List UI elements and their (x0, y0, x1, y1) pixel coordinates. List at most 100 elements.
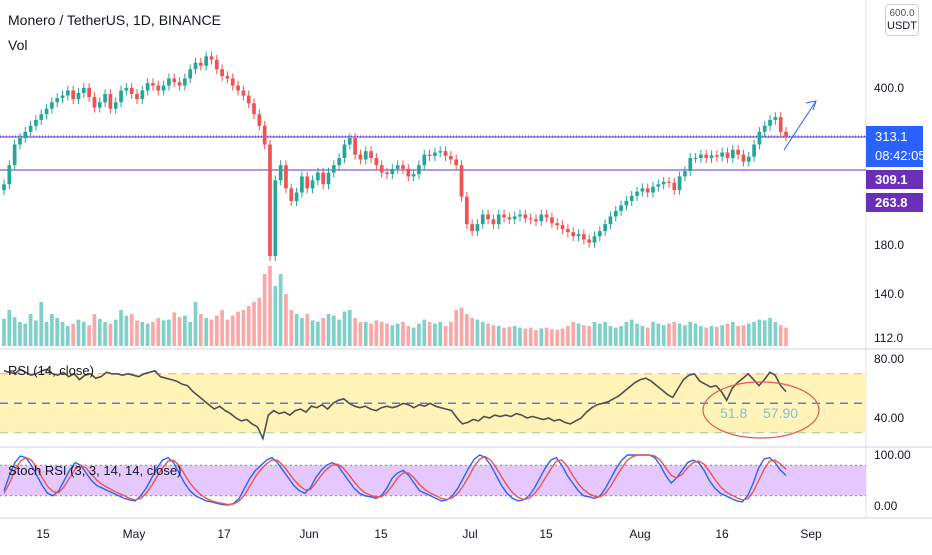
x-tick-label: May (123, 527, 146, 541)
volume-bar (230, 315, 235, 346)
volume-bar (385, 323, 389, 346)
candle-body (778, 117, 783, 132)
candle-body (640, 188, 645, 192)
volume-bar (55, 318, 60, 346)
candle-body (757, 131, 762, 145)
candle-body (71, 90, 76, 100)
volume-bar (76, 319, 81, 346)
volume-bar (246, 306, 251, 346)
candle-body (284, 165, 288, 189)
rsi-y-tick-label: 40.00 (874, 411, 904, 425)
volume-bar (406, 326, 411, 346)
volume-bar (177, 317, 182, 346)
rsi-label[interactable]: RSI (14, close) (8, 363, 94, 378)
volume-bar (417, 323, 421, 346)
candle-body (528, 218, 533, 220)
candle-body (92, 97, 97, 108)
candle-body (230, 78, 235, 86)
candle-body (145, 83, 150, 91)
candle-body (81, 88, 86, 93)
volume-bar (544, 327, 549, 346)
volume-bar (363, 322, 368, 346)
candle-body (55, 98, 60, 103)
volume-bar (236, 311, 240, 346)
volume-bar (741, 325, 746, 346)
volume-bar (204, 318, 208, 346)
candle-body (374, 158, 379, 166)
volume-bar (534, 330, 538, 346)
volume-bar (672, 322, 677, 346)
candle-body (193, 62, 198, 70)
candle-body (597, 231, 602, 237)
currency-badge[interactable]: 600.0 USDT (885, 4, 919, 36)
volume-bar (449, 322, 453, 346)
volume-bar (443, 326, 448, 346)
volume-bar (613, 327, 618, 346)
candle-body (480, 214, 485, 225)
candle-body (560, 225, 565, 230)
volume-bar (151, 322, 155, 346)
volume-bar (326, 314, 331, 346)
candle-body (60, 95, 65, 99)
volume-bar (220, 310, 224, 346)
volume-bar (438, 322, 443, 346)
volume-bar (379, 322, 384, 346)
candle-body (624, 200, 629, 206)
stoch-y-tick-label: 100.00 (874, 448, 911, 462)
candle-body (268, 144, 272, 257)
stoch-rsi-label[interactable]: Stoch RSI (3, 3, 14, 14, close) (8, 463, 182, 478)
candle-body (645, 188, 650, 193)
candle-body (433, 152, 437, 156)
volume-bar (369, 323, 373, 346)
volume-bar (395, 323, 400, 346)
candle-body (454, 159, 459, 166)
volume-bar (566, 326, 570, 346)
volume-bar (347, 310, 352, 346)
volume-bar (454, 310, 459, 346)
volume-bar (342, 311, 347, 346)
volume-bar (81, 322, 86, 346)
volume-bar (645, 327, 650, 346)
candle-body (241, 90, 246, 96)
x-tick-label: Jun (299, 527, 318, 541)
bar-countdown: 08:42:05 (875, 148, 926, 163)
volume-bar (257, 298, 262, 346)
volume-label: Vol (8, 37, 28, 53)
candle-body (321, 172, 326, 185)
candle-body (12, 144, 17, 166)
volume-bar (278, 274, 283, 346)
volume-bar (635, 323, 639, 346)
candle-body (603, 224, 607, 232)
candle-body (97, 102, 102, 108)
x-tick-label: Sep (800, 527, 822, 541)
volume-bar (619, 326, 623, 346)
candle-body (512, 216, 517, 220)
volume-bar (390, 325, 395, 346)
volume-bar (512, 326, 517, 346)
rsi-annotation-value-b: 57.90 (763, 405, 798, 421)
volume-bar (87, 325, 91, 346)
volume-bar (353, 318, 357, 346)
volume-bar (60, 322, 65, 346)
volume-bar (12, 317, 17, 346)
candle-body (300, 176, 304, 193)
candle-body (417, 165, 421, 175)
volume-bar (225, 319, 230, 346)
candle-body (108, 93, 113, 109)
volume-bar (374, 320, 379, 346)
candle-body (688, 158, 693, 172)
volume-bar (44, 322, 49, 346)
candle-body (225, 76, 230, 79)
candle-body (183, 78, 187, 86)
candle-body (18, 138, 22, 145)
volume-bar (555, 330, 560, 346)
candle-body (608, 216, 613, 225)
volume-bar (103, 322, 107, 346)
candle-body (129, 88, 134, 94)
candle-body (23, 131, 28, 139)
candle-body (773, 117, 778, 120)
current-price-tag: 313.1 08:42:05 (866, 126, 926, 167)
volume-bar (108, 323, 113, 346)
